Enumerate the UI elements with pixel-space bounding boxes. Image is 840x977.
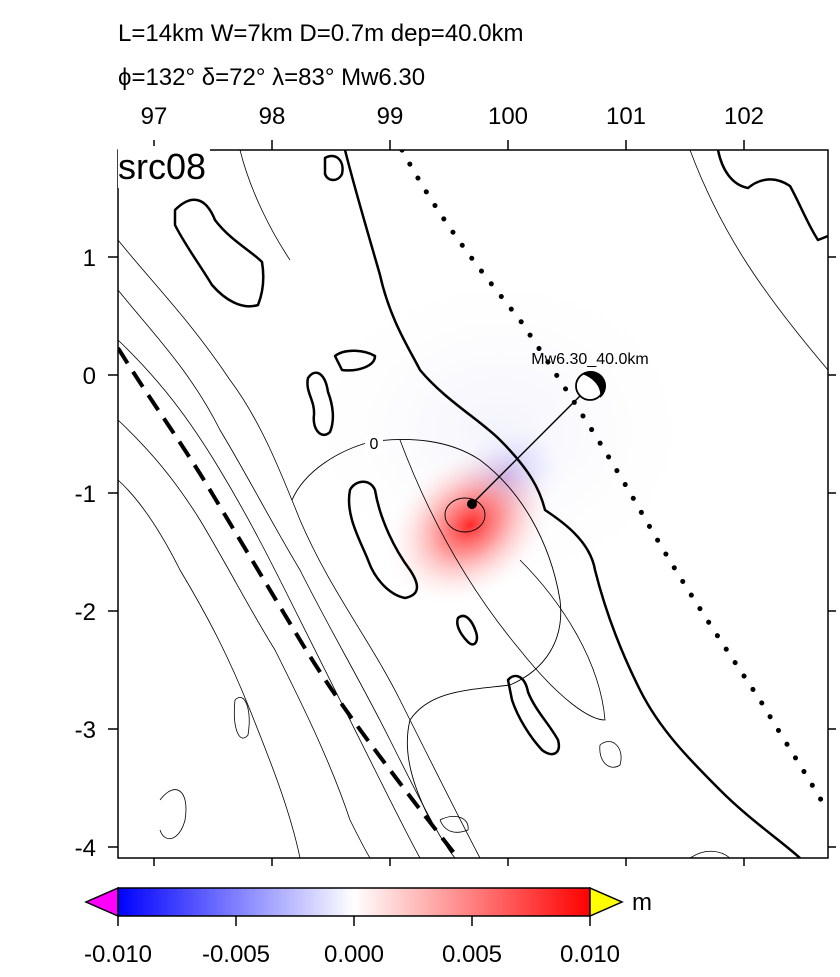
x-tick-label: 100 <box>488 103 528 130</box>
peak-uplift-contour <box>444 497 486 533</box>
frame-ticks <box>108 140 836 866</box>
source-point <box>467 499 477 509</box>
contour-label-bg <box>365 434 383 454</box>
beachball-icon <box>575 371 606 401</box>
colorbar-tick-label: 0.010 <box>560 941 620 968</box>
epicenter-link <box>471 385 591 505</box>
event-label: Mw6.30_40.0km <box>531 351 648 368</box>
bathymetry-contours <box>118 150 828 858</box>
y-tick-label: -1 <box>75 481 96 508</box>
x-tick-label: 101 <box>606 103 646 130</box>
source-id-label: src08 <box>118 146 211 188</box>
colorbar-above-triangle <box>589 886 624 918</box>
x-tick-label: 102 <box>724 103 764 130</box>
x-tick-label: 97 <box>141 103 168 130</box>
colorbar-gradient <box>117 887 591 917</box>
colorbar-unit: m <box>632 889 652 916</box>
colorbar-tick-label: 0.005 <box>442 941 502 968</box>
colorbar-below-triangle <box>84 886 119 918</box>
colorbar-tick-label: 0.000 <box>324 941 384 968</box>
coastlines <box>173 150 828 858</box>
y-tick-label: 1 <box>83 245 96 272</box>
y-tick-label: -3 <box>75 717 96 744</box>
y-tick-label: -2 <box>75 599 96 626</box>
header-parameters-line: L=14km W=7km D=0.7m dep=40.0km <box>118 20 524 47</box>
x-tick-label: 98 <box>259 103 286 130</box>
uplift-lobe <box>383 442 557 608</box>
contour-label: 0 <box>370 436 379 453</box>
y-tick-label: -4 <box>75 835 96 862</box>
header-mechanism-line: ϕ=132° δ=72° λ=83° Mw6.30 <box>118 64 426 91</box>
colorbar-tick-label: -0.005 <box>202 941 270 968</box>
x-tick-label: 99 <box>377 103 404 130</box>
map-content: 0 Mw6.30_40.0km <box>118 150 828 858</box>
y-tick-label: 0 <box>83 363 96 390</box>
colorbar: m -0.010 -0.005 0.000 0.005 0.010 <box>84 886 652 968</box>
colorbar-tick-label: -0.010 <box>84 941 152 968</box>
